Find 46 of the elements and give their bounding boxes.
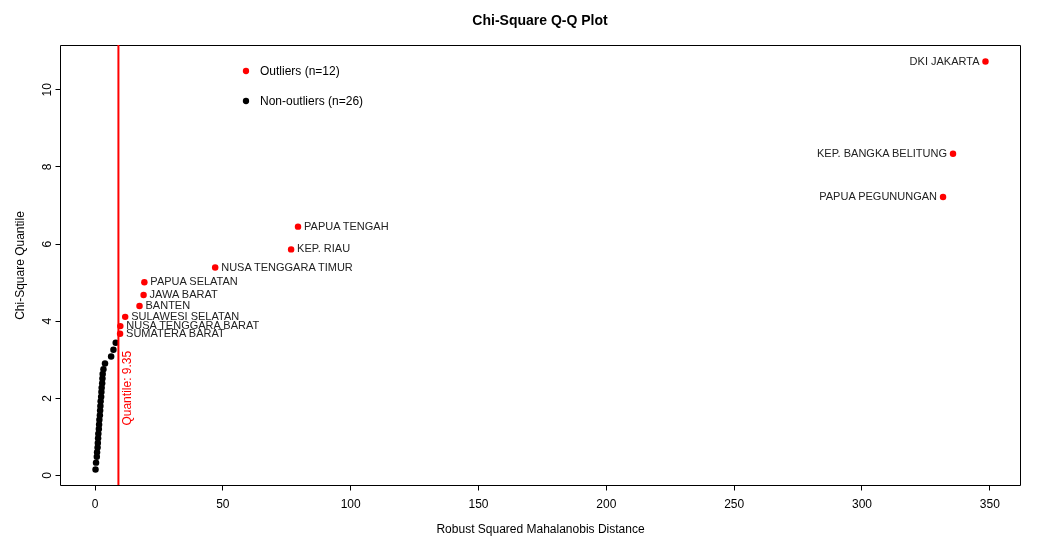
annotation: KEP. RIAU — [297, 242, 351, 255]
x-tick-label: 150 — [468, 496, 489, 511]
annotation: SULAWESI SELATAN — [131, 309, 240, 322]
point — [92, 466, 99, 473]
annotation: NUSA TENGGARA TIMUR — [221, 260, 353, 273]
y-tick-label: 6 — [39, 240, 54, 248]
x-tick-label: 0 — [91, 496, 99, 511]
point — [982, 58, 989, 65]
point — [140, 291, 147, 299]
x-tick-label: 250 — [724, 496, 745, 511]
point — [211, 264, 219, 271]
annotation: BANTEN — [145, 299, 191, 312]
point — [294, 223, 302, 230]
point — [141, 278, 148, 286]
annotation: JAWA BARAT — [149, 287, 218, 300]
legend-label: Non-outliers (n=26) — [260, 94, 364, 108]
y-axis-title: Chi-Square Quantile — [12, 210, 27, 320]
point — [101, 360, 109, 367]
point — [939, 193, 947, 201]
y-tick-label: 2 — [39, 394, 54, 402]
y-tick-label: 8 — [39, 163, 54, 171]
chart-title: Chi-Square Q-Q Plot — [472, 12, 608, 28]
point — [93, 453, 101, 461]
point — [110, 346, 117, 353]
y-tick-label: 4 — [39, 317, 54, 325]
point — [949, 150, 957, 157]
annotation: PAPUA SELATAN — [150, 275, 238, 288]
point — [287, 246, 295, 253]
point — [136, 302, 143, 310]
annotation: KEP. BANGKA BELITUNG — [817, 146, 948, 159]
y-tick-label: 10 — [39, 82, 54, 97]
annotation: PAPUA PEGUNUNGAN — [819, 189, 938, 202]
x-tick-label: 300 — [851, 496, 873, 511]
x-tick-label: 100 — [340, 496, 362, 511]
annotation: PAPUA TENGAH — [304, 219, 389, 232]
x-tick-label: 50 — [216, 496, 230, 511]
point — [92, 459, 100, 466]
x-tick-label: 200 — [596, 496, 617, 511]
point — [121, 313, 129, 321]
annotation: DKI JAKARTA — [909, 54, 981, 67]
x-axis-title: Robust Squared Mahalanobis Distance — [436, 521, 645, 536]
x-tick-label: 350 — [979, 496, 1001, 511]
point — [107, 353, 115, 360]
legend-label: Outliers (n=12) — [260, 64, 340, 78]
y-tick-label: 0 — [39, 471, 54, 479]
ref-line-label: Quantile: 9.35 — [120, 350, 135, 426]
